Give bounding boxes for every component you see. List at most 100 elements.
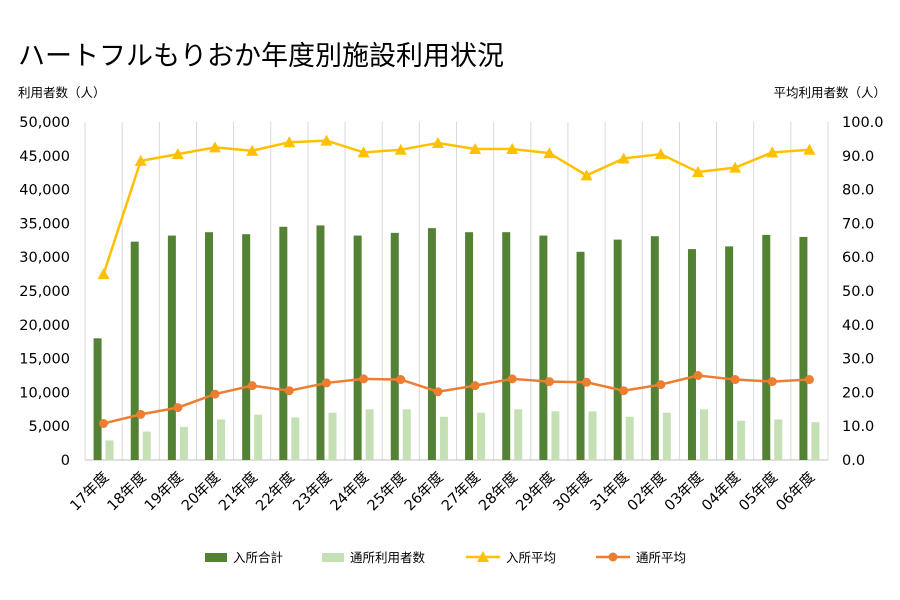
x-tick-label: 25年度 bbox=[364, 469, 410, 515]
bar-tsusho-users bbox=[625, 416, 634, 460]
legend-swatch bbox=[205, 553, 227, 562]
bar-nyusho-total bbox=[762, 234, 771, 460]
right-tick-label: 80.0 bbox=[842, 183, 874, 199]
marker-triangle bbox=[543, 147, 556, 159]
x-tick-label: 03年度 bbox=[661, 469, 707, 515]
bar-nyusho-total bbox=[353, 235, 362, 460]
bar-nyusho-total bbox=[242, 234, 251, 460]
bar-nyusho-total bbox=[427, 228, 436, 460]
bar-tsusho-users bbox=[365, 409, 374, 460]
marker-triangle bbox=[209, 141, 222, 153]
marker-circle bbox=[507, 374, 517, 384]
left-tick-label: 50,000 bbox=[19, 115, 70, 131]
marker-triangle bbox=[691, 166, 704, 178]
legend-swatch bbox=[322, 553, 344, 562]
marker-circle bbox=[804, 375, 814, 385]
bar-tsusho-users bbox=[774, 419, 783, 460]
x-tick-label: 05年度 bbox=[736, 469, 782, 515]
bar-tsusho-users bbox=[179, 426, 188, 460]
right-tick-label: 60.0 bbox=[842, 250, 874, 266]
marker-circle bbox=[210, 389, 220, 399]
left-tick-label: 25,000 bbox=[19, 284, 70, 300]
bar-tsusho-users bbox=[105, 440, 114, 460]
bar-nyusho-total bbox=[725, 246, 734, 460]
marker-circle bbox=[730, 375, 740, 385]
marker-triangle bbox=[506, 143, 519, 155]
left-tick-label: 10,000 bbox=[19, 385, 70, 401]
x-tick-label: 26年度 bbox=[401, 469, 447, 515]
x-tick-label: 28年度 bbox=[475, 469, 521, 515]
marker-circle bbox=[544, 377, 554, 387]
left-tick-label: 30,000 bbox=[19, 250, 70, 266]
left-tick-label: 40,000 bbox=[19, 183, 70, 199]
bar-nyusho-total bbox=[613, 239, 622, 460]
marker-circle bbox=[656, 380, 666, 390]
x-tick-label: 30年度 bbox=[550, 469, 596, 515]
chart-title: ハートフルもりおか年度別施設利用状況 bbox=[18, 41, 504, 72]
right-tick-label: 0.0 bbox=[842, 453, 865, 469]
left-tick-label: 45,000 bbox=[19, 149, 70, 165]
bar-nyusho-total bbox=[205, 232, 214, 460]
marker-circle bbox=[247, 381, 257, 391]
marker-triangle bbox=[357, 146, 370, 158]
x-tick-label: 21年度 bbox=[215, 469, 261, 515]
x-tick-label: 20年度 bbox=[178, 469, 224, 515]
bar-tsusho-users bbox=[402, 409, 411, 460]
left-tick-label: 15,000 bbox=[19, 352, 70, 368]
x-tick-label: 02年度 bbox=[624, 469, 670, 515]
line-nyusho-avg bbox=[102, 139, 810, 275]
legend-label: 入所平均 bbox=[506, 550, 556, 565]
bar-nyusho-total bbox=[279, 226, 288, 460]
right-tick-label: 30.0 bbox=[842, 352, 874, 368]
bar-tsusho-users bbox=[217, 419, 226, 460]
left-tick-label: 20,000 bbox=[19, 318, 70, 334]
bar-tsusho-users bbox=[514, 409, 523, 460]
marker-triangle bbox=[766, 146, 779, 158]
bar-nyusho-total bbox=[687, 249, 696, 460]
bar-tsusho-users bbox=[662, 412, 671, 460]
bar-nyusho-total bbox=[130, 241, 139, 460]
bar-nyusho-total bbox=[316, 225, 325, 460]
bar-tsusho-users bbox=[811, 422, 820, 460]
bar-tsusho-users bbox=[551, 411, 560, 460]
marker-circle bbox=[321, 378, 331, 388]
right-tick-label: 70.0 bbox=[842, 216, 874, 232]
bar-tsusho-users bbox=[737, 420, 746, 460]
left-axis-label: 利用者数（人） bbox=[18, 85, 106, 100]
marker-circle bbox=[433, 387, 443, 397]
right-tick-label: 40.0 bbox=[842, 318, 874, 334]
marker-circle bbox=[99, 418, 109, 428]
marker-circle bbox=[470, 381, 480, 391]
x-tick-label: 23年度 bbox=[290, 469, 336, 515]
left-tick-label: 35,000 bbox=[19, 216, 70, 232]
bar-tsusho-users bbox=[699, 409, 708, 460]
marker-triangle bbox=[97, 268, 110, 280]
bar-nyusho-total bbox=[799, 236, 808, 460]
right-tick-label: 50.0 bbox=[842, 284, 874, 300]
legend-label: 通所利用者数 bbox=[350, 550, 426, 565]
marker-triangle bbox=[431, 136, 444, 148]
marker-triangle bbox=[134, 154, 147, 166]
marker-triangle bbox=[729, 161, 742, 173]
marker-triangle bbox=[283, 136, 296, 148]
bar-nyusho-total bbox=[502, 232, 511, 460]
x-tick-label: 17年度 bbox=[67, 469, 113, 515]
x-tick-label: 31年度 bbox=[587, 469, 633, 515]
marker-triangle bbox=[171, 148, 184, 160]
x-tick-label: 24年度 bbox=[327, 469, 373, 515]
bar-tsusho-users bbox=[477, 412, 486, 460]
marker-triangle bbox=[394, 143, 407, 155]
x-tick-label: 18年度 bbox=[104, 469, 150, 515]
bar-nyusho-total bbox=[576, 251, 585, 460]
marker-triangle bbox=[803, 143, 816, 155]
legend-label: 入所合計 bbox=[233, 550, 283, 565]
right-axis-label: 平均利用者数（人） bbox=[773, 85, 886, 100]
marker-circle bbox=[396, 375, 406, 385]
marker-triangle bbox=[469, 143, 482, 155]
x-tick-label: 04年度 bbox=[698, 469, 744, 515]
bar-tsusho-users bbox=[439, 416, 448, 460]
marker-circle bbox=[693, 371, 703, 380]
marker-triangle bbox=[654, 148, 667, 160]
x-tick-label: 29年度 bbox=[513, 469, 559, 515]
